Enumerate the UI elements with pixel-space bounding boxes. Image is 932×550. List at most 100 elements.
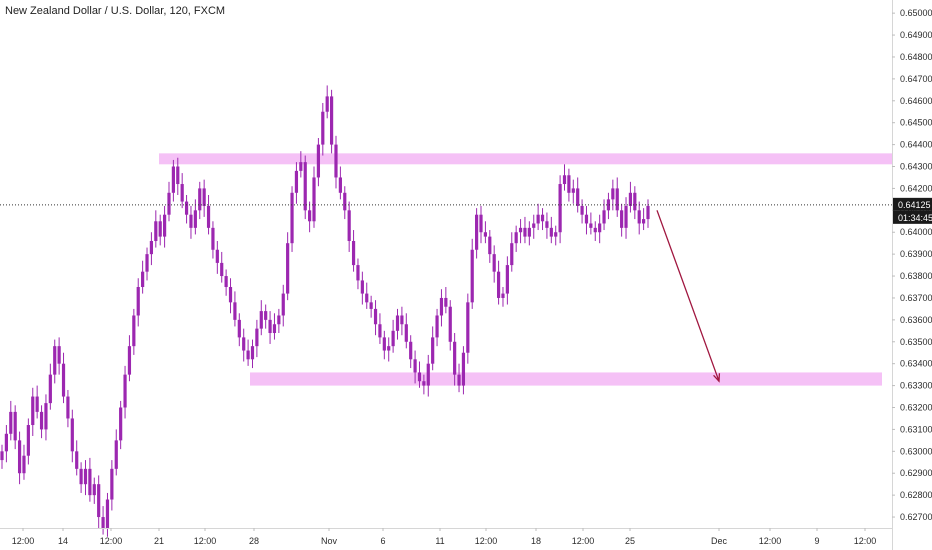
candle-body xyxy=(92,484,96,496)
candle-body xyxy=(378,324,382,338)
candle-body xyxy=(400,315,404,325)
candle-body xyxy=(365,293,369,303)
candle-body xyxy=(554,232,558,237)
y-tick-label: 0.63500 xyxy=(900,337,932,347)
y-tick-label: 0.64700 xyxy=(900,74,932,84)
candle-body xyxy=(246,350,250,360)
candle-body xyxy=(53,346,57,375)
candle-body xyxy=(584,214,589,224)
candle-body xyxy=(66,396,70,419)
y-tick-label: 0.64900 xyxy=(900,30,932,40)
candle-body xyxy=(479,214,483,233)
candle-body xyxy=(426,363,430,386)
candle-body xyxy=(536,214,540,224)
y-tick-label: 0.63700 xyxy=(900,293,932,303)
candle-body xyxy=(514,232,518,244)
candle-body xyxy=(338,177,342,193)
candle-body xyxy=(158,221,162,237)
candle-body xyxy=(233,302,237,320)
candle-body xyxy=(439,297,444,316)
candle-body xyxy=(457,374,461,386)
x-tick-label: 12:00 xyxy=(854,536,877,546)
candle-body xyxy=(237,319,241,338)
y-tick-label: 0.63200 xyxy=(900,403,932,413)
candle-body xyxy=(606,199,611,211)
x-tick-label: 12:00 xyxy=(100,536,123,546)
x-tick-label: Nov xyxy=(321,536,338,546)
candle-body xyxy=(496,271,501,298)
candle-body xyxy=(184,201,189,215)
candle-body xyxy=(413,359,417,373)
x-tick-label: 12:00 xyxy=(12,536,35,546)
candle-body xyxy=(409,341,413,360)
candle-body xyxy=(391,330,395,347)
candle-body xyxy=(79,468,83,485)
y-tick-label: 0.63400 xyxy=(900,359,932,369)
candle-body xyxy=(35,396,39,412)
candle-body xyxy=(540,214,545,222)
y-tick-label: 0.64300 xyxy=(900,162,932,172)
candle-body xyxy=(70,418,74,452)
candle-body xyxy=(347,210,351,241)
candle-body xyxy=(343,192,347,211)
candle-body xyxy=(505,265,509,294)
candle-body xyxy=(97,484,101,518)
x-tick-label: 14 xyxy=(58,536,68,546)
candle-body xyxy=(435,315,439,338)
candle-body xyxy=(624,205,628,228)
candle-body xyxy=(127,346,132,375)
candle-body xyxy=(501,293,505,298)
candle-body xyxy=(57,346,61,364)
candle-body xyxy=(105,499,110,528)
x-tick-label: 6 xyxy=(380,536,385,546)
candle-body xyxy=(299,162,303,171)
candle-body xyxy=(316,144,321,178)
candle-body xyxy=(39,411,44,430)
candle-body xyxy=(448,306,452,342)
candle-body xyxy=(510,243,514,266)
candle-body xyxy=(101,517,105,528)
candle-body xyxy=(545,221,549,228)
candle-body xyxy=(145,254,149,272)
candle-body xyxy=(281,293,285,316)
candle-body xyxy=(167,192,171,215)
candle-body xyxy=(180,184,184,202)
candle-body xyxy=(114,440,118,469)
y-tick-label: 0.62700 xyxy=(900,512,932,522)
candle-body xyxy=(431,337,435,364)
last-price-tag-bg xyxy=(893,197,932,211)
candle-body xyxy=(171,166,175,193)
candle-body xyxy=(48,374,52,404)
candle-body xyxy=(527,227,531,237)
candle-body xyxy=(119,407,123,441)
y-tick-label: 0.63800 xyxy=(900,271,932,281)
candle-body xyxy=(518,227,523,233)
candle-body xyxy=(417,372,422,382)
candle-body xyxy=(162,214,167,237)
projection-arrow-head xyxy=(713,373,721,383)
candles-group xyxy=(0,85,650,537)
x-tick-label: 18 xyxy=(531,536,541,546)
candle-body xyxy=(492,254,496,272)
candle-body xyxy=(422,381,426,386)
candle-body xyxy=(83,468,88,485)
candle-body xyxy=(198,188,202,211)
support-zone xyxy=(250,372,882,386)
candle-body xyxy=(4,433,8,452)
candle-body xyxy=(567,175,571,193)
candle-body xyxy=(356,265,360,281)
candle-body xyxy=(193,210,197,228)
candle-body xyxy=(549,227,553,237)
candle-body xyxy=(334,144,338,178)
candle-body xyxy=(558,184,562,233)
candle-body xyxy=(44,403,48,430)
candle-body xyxy=(470,249,474,303)
candle-body xyxy=(351,240,356,266)
candle-body xyxy=(189,214,193,228)
candle-body xyxy=(88,468,92,496)
candle-body xyxy=(61,363,66,397)
candle-body xyxy=(13,411,17,441)
candle-body xyxy=(303,162,307,211)
x-tick-label: 25 xyxy=(625,536,635,546)
